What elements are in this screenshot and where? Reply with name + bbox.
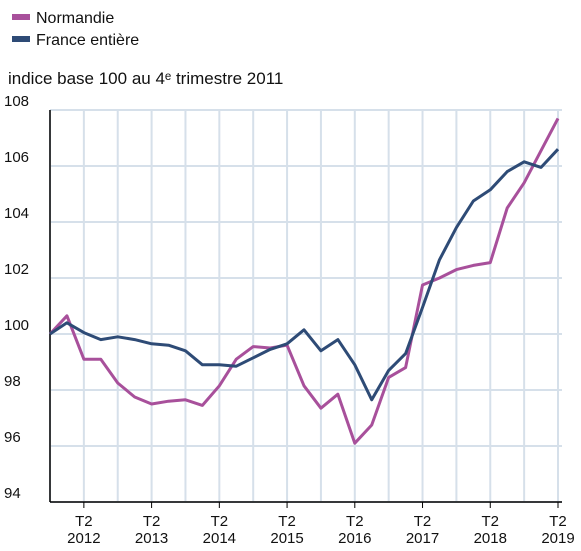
legend-label: France entière — [36, 32, 139, 49]
chart-subtitle: indice base 100 au 4ᵉ trimestre 2011 — [8, 69, 283, 88]
y-tick-label: 106 — [4, 149, 29, 166]
x-tick-label: T2 2014 — [203, 513, 236, 546]
y-tick-label: 96 — [4, 429, 21, 446]
y-tick-label: 108 — [4, 93, 29, 110]
x-tick-label: T2 2016 — [338, 513, 371, 546]
series-line — [48, 117, 560, 445]
x-tick-label: T2 2013 — [135, 513, 168, 546]
x-tick-label: T2 2012 — [67, 513, 100, 546]
legend-swatch — [12, 36, 30, 42]
legend-label: Normandie — [36, 10, 114, 27]
series-line — [49, 148, 560, 402]
y-tick-label: 102 — [4, 261, 29, 278]
x-tick-label: T2 2017 — [406, 513, 439, 546]
y-tick-label: 94 — [4, 485, 21, 502]
x-tick-label: T2 2019 — [541, 513, 574, 546]
y-tick-label: 104 — [4, 205, 29, 222]
x-tick-label: T2 2018 — [474, 513, 507, 546]
y-tick-label: 100 — [4, 317, 29, 334]
y-tick-label: 98 — [4, 373, 21, 390]
legend-swatch — [12, 14, 30, 20]
x-tick-label: T2 2015 — [270, 513, 303, 546]
